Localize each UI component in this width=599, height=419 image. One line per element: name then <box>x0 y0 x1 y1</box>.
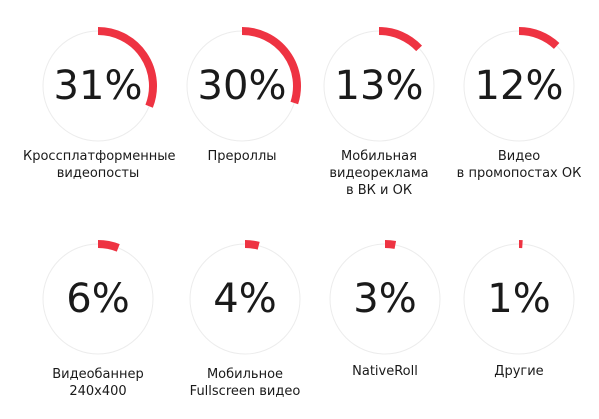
donut-item: 30% Прероллы <box>167 26 317 164</box>
donut-arc <box>244 240 260 250</box>
donut-ring <box>329 240 441 355</box>
donut-ring <box>463 240 575 355</box>
category-label-line: 240x400 <box>69 384 127 399</box>
category-label-line: Fullscreen видео <box>189 384 301 399</box>
category-label: Кроссплатформенные видеопосты <box>23 148 176 182</box>
category-label: Мобильное Fullscreen видео <box>170 366 320 400</box>
percent-label: 1% <box>487 276 551 322</box>
donut-arc <box>378 27 423 52</box>
donut-ring <box>463 27 575 142</box>
category-label: Прероллы <box>167 148 317 165</box>
category-label: Другие <box>444 363 594 380</box>
donut-item: 1% Другие <box>444 239 594 379</box>
donut-item: 12% Видео в промопостах ОК <box>444 26 594 181</box>
category-label: Видео в промопостах ОК <box>444 148 594 182</box>
percent-label: 13% <box>334 63 424 109</box>
percent-label: 6% <box>66 276 130 322</box>
category-label-line: Видео <box>497 149 541 164</box>
donut-arc <box>518 27 560 49</box>
donut-item: 4% Мобильное Fullscreen видео <box>170 239 320 399</box>
donut-arc <box>384 240 397 249</box>
category-label-line: в промопостах ОК <box>456 166 582 181</box>
donut-arc <box>241 27 301 105</box>
category-label-line: в ВК и ОК <box>345 183 413 198</box>
category-label-line: Мобильная <box>341 149 417 164</box>
category-label-line: Видеобаннер <box>52 367 144 382</box>
category-label-line: видеопосты <box>56 166 140 181</box>
category-label: Видеобаннер 240x400 <box>23 366 173 400</box>
category-label-line: Прероллы <box>207 149 277 164</box>
percent-label: 4% <box>213 276 277 322</box>
percent-label: 3% <box>353 276 417 322</box>
category-label-line: Кроссплатформенные <box>23 149 176 164</box>
category-label-line: NativeRoll <box>352 364 418 379</box>
donut-ring <box>42 240 154 355</box>
donut-arc <box>97 240 120 252</box>
percent-label: 30% <box>197 63 287 109</box>
donut-ring <box>42 27 157 142</box>
percent-label: 31% <box>53 63 143 109</box>
percent-label: 12% <box>474 63 564 109</box>
donut-item: 31% Кроссплатформенные видеопосты <box>23 26 175 181</box>
category-label: Мобильная видеореклама в ВК и ОК <box>304 148 454 199</box>
category-label: NativeRoll <box>310 363 460 380</box>
donut-ring <box>186 27 301 142</box>
donut-item: 3% NativeRoll <box>310 239 460 379</box>
donut-item: 6% Видеобаннер 240x400 <box>23 239 173 399</box>
donut-ring <box>323 27 435 142</box>
donut-item: 13% Мобильная видеореклама в ВК и ОК <box>304 26 454 198</box>
donut-arc <box>97 27 157 108</box>
category-label-line: Другие <box>494 364 544 379</box>
category-label-line: видеореклама <box>329 166 429 181</box>
donut-ring <box>189 240 301 355</box>
category-label-line: Мобильное <box>206 367 284 382</box>
